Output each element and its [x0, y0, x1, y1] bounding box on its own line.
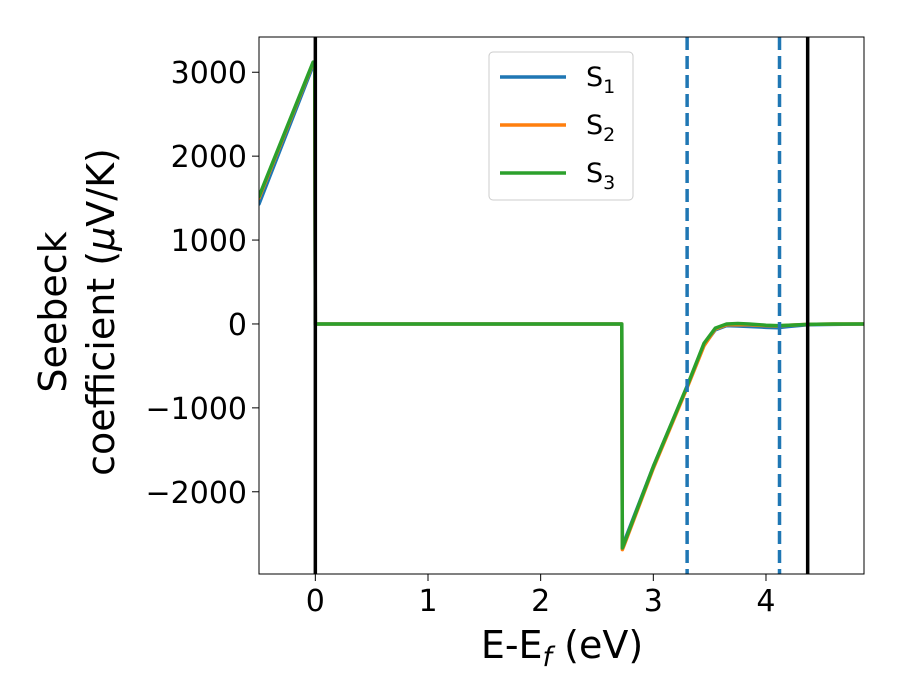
y-tick-label: 0	[228, 308, 247, 343]
x-axis-label-main: E-E	[481, 623, 543, 667]
y-axis-label: Seebeck coefficient (μV/K)	[31, 148, 123, 476]
x-tick-label: 4	[756, 584, 775, 619]
x-tick-label: 3	[644, 584, 663, 619]
y-tick-label: −1000	[146, 392, 247, 427]
legend-label: S2	[586, 110, 615, 146]
y-axis: −2000 −1000 0 1000 2000 3000	[146, 56, 259, 511]
x-tick-label: 0	[306, 584, 325, 619]
y-axis-label-mu: μ	[79, 227, 123, 252]
legend-item-3: S3	[500, 158, 615, 194]
legend-item-2: S2	[500, 110, 615, 146]
plot-frame	[258, 36, 865, 575]
x-tick-label: 1	[418, 584, 437, 619]
x-tick-label: 2	[531, 584, 550, 619]
y-tick-label: 3000	[171, 56, 247, 91]
y-tick-label: −2000	[146, 476, 247, 511]
y-tick-label: 2000	[171, 140, 247, 175]
legend: S1 S2 S3	[488, 51, 634, 201]
x-axis-label: E-Ef (eV)	[481, 623, 643, 673]
y-tick-label: 1000	[171, 224, 247, 259]
legend-item-1: S1	[500, 62, 615, 98]
reference-lines-layer	[313, 37, 810, 574]
legend-label: S3	[586, 158, 615, 194]
y-axis-label-line1: Seebeck	[31, 231, 75, 392]
y-axis-label-unit: V/K)	[79, 148, 123, 227]
x-axis: 0 1 2 3 4	[306, 574, 776, 619]
y-axis-label-line2: coefficient (μV/K)	[79, 148, 123, 476]
x-axis-label-unit: (eV)	[552, 623, 643, 667]
y-axis-label-text: coefficient (	[79, 251, 123, 476]
legend-label: S1	[586, 62, 615, 98]
